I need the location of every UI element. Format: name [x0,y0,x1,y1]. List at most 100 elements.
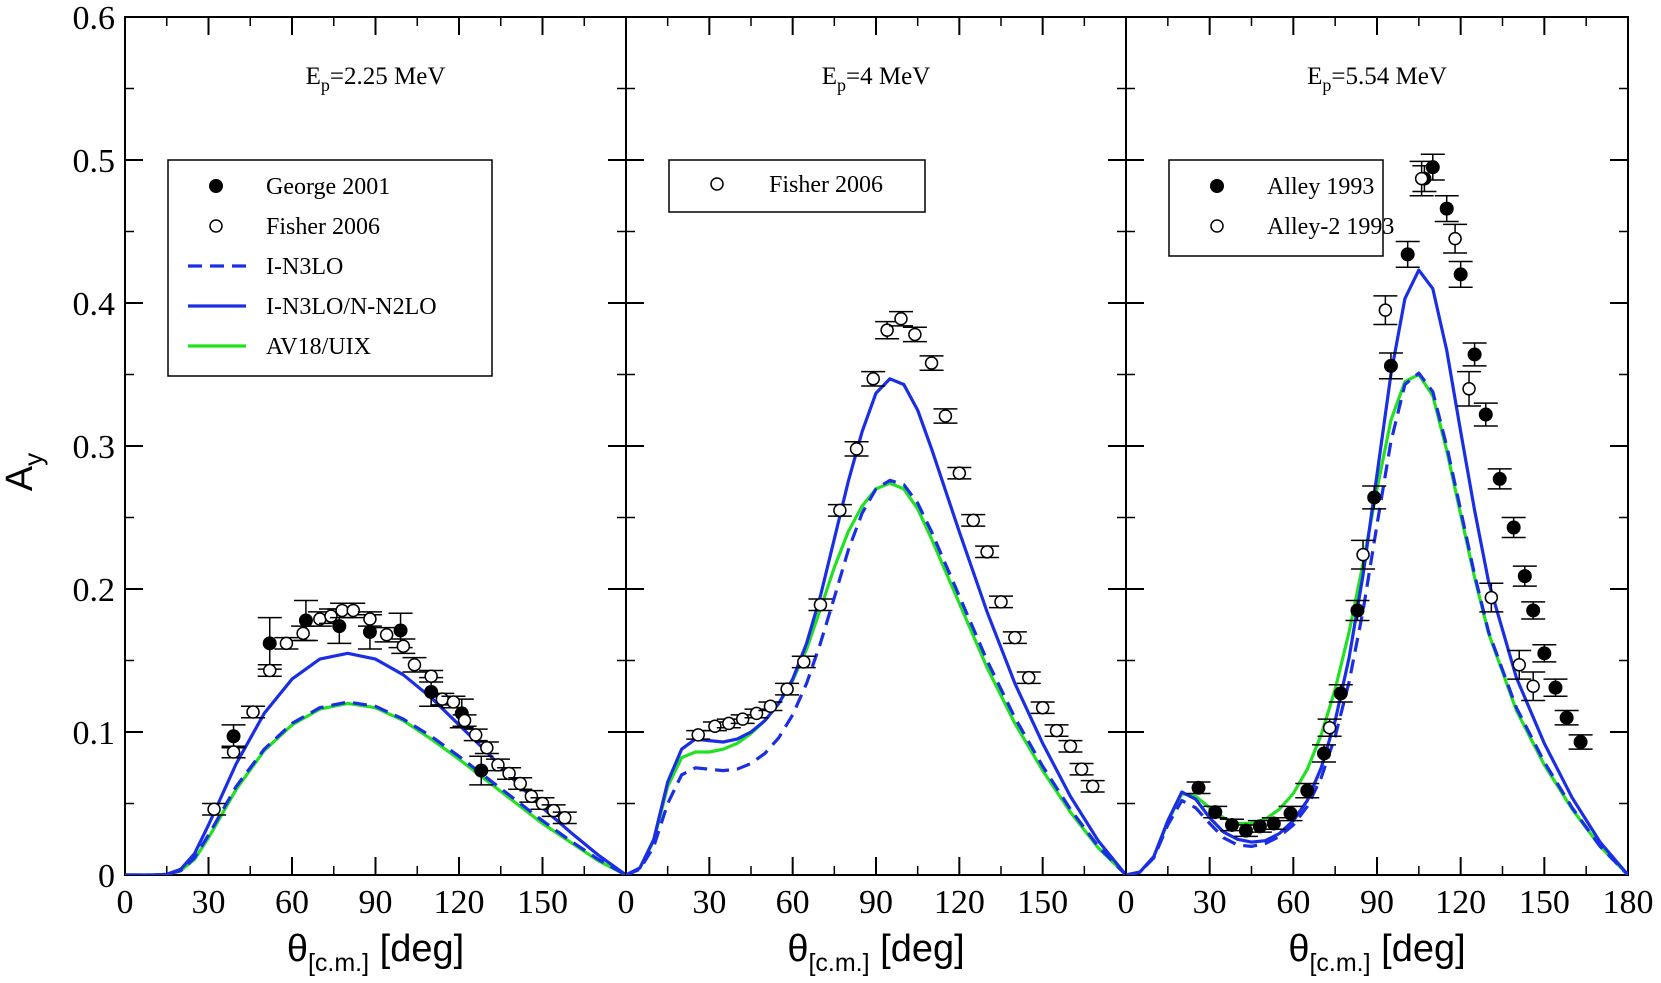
title-main: E [306,63,321,90]
data-point [919,355,944,371]
marker-open [468,728,483,742]
x-label-unit: [deg] [870,928,965,970]
panel-2: 0 30 60 90 120 150 θ[c.m.] [deg] Ep=4 MeV Fisher… [618,16,1127,977]
marker-open [1063,739,1078,754]
data-point [274,636,299,651]
marker-filled [362,624,377,639]
x-tick-label: 180 [1603,884,1654,921]
marker-open [279,636,294,651]
marker-open [480,740,494,755]
data-point [1568,734,1593,750]
y-tick-label: 0.5 [73,143,116,180]
marker-filled [1492,471,1507,486]
x-tick-label: 0 [1118,884,1135,921]
marker-open [1356,547,1370,562]
data-point [1543,678,1568,697]
marker-open [880,323,894,337]
marker-open [558,811,572,825]
marker-filled [262,636,277,651]
data-point [1278,805,1303,822]
y-tick-label: 0 [98,858,115,895]
marker-filled [1300,783,1315,798]
marker-open [708,719,722,734]
data-point [1378,352,1403,380]
x-label-sub: [c.m.] [808,949,869,977]
marker-open [546,803,561,818]
series-i-n3lo-n-n2lo [125,651,626,875]
data-point [291,625,316,642]
y-tick-label: 0.4 [73,286,116,323]
panels: 0 0.1 0.2 0.3 0.4 0.5 0.6 0 30 60 90 120 150 θ[c.m.] … [73,0,1654,977]
x-label-main: θ [787,928,808,970]
legend-label: I-N3LO [266,254,343,280]
marker-open [763,699,778,714]
x-tick-label: 30 [692,884,726,921]
data-point [875,320,900,340]
data-point [827,503,852,518]
series-i-n3lo-n-n2lo [626,377,1126,875]
legend: Fisher 2006 [668,159,926,213]
data-point [889,310,913,327]
marker-open [1322,720,1337,735]
marker-open [813,597,828,612]
marker-filled [1400,247,1415,262]
data-point [452,713,477,728]
marker-open [363,612,377,626]
marker-open [735,712,750,726]
marker-open [1526,679,1540,693]
marker-open [894,311,908,326]
panel-3: 0 30 60 90 120 150 180 θ[c.m.] [deg] Ep=5.54 MeV… [1118,16,1654,977]
data-point [1317,718,1342,738]
marker-filled [226,729,241,744]
marker-open [457,713,472,728]
series-av18-uix [1126,372,1628,875]
marker-open [938,409,953,423]
marker-filled [1383,358,1398,373]
title-sub: p [1322,75,1331,95]
marker-open [491,758,505,772]
data-point [1554,709,1579,726]
x-axis-label: θ[c.m.] [deg] [287,928,464,977]
x-tick-label: 120 [1435,884,1486,921]
data-point [1203,805,1228,820]
panel-title: Ep=4 MeV [822,63,931,95]
marker-open [797,655,811,669]
data-point [1395,240,1420,268]
marker-open [1414,171,1429,186]
marker-open [1085,779,1100,794]
y-label-sub: y [18,453,48,466]
data-point [1462,342,1487,367]
data-point [1443,223,1468,254]
data-point [1312,744,1337,763]
x-tick-label: 90 [1360,884,1394,921]
marker-open [226,745,241,759]
x-tick-label: 30 [1193,884,1227,921]
marker-filled [1283,806,1298,821]
data-point [1058,739,1083,754]
marker-open [435,692,450,706]
marker-filled [424,684,439,699]
data-point [1434,195,1459,223]
data-point [1521,671,1546,702]
marker-filled [1191,780,1206,795]
data-point [241,705,266,719]
title-sub: p [321,75,330,95]
legend-label: Fisher 2006 [769,172,883,198]
marker-open [396,639,411,653]
marker-open [1448,231,1462,246]
data-point [975,545,1000,559]
data-point [441,695,466,709]
data-point [947,466,972,480]
x-tick-label: 30 [192,884,226,921]
data-point [989,595,1013,609]
data-point [1487,468,1512,490]
data-point [775,682,800,696]
data-point [844,440,869,457]
marker-open [749,706,764,721]
series-i-n3lo [626,478,1126,875]
data-point [1186,780,1211,795]
marker-open [780,682,794,696]
marker-open [691,728,705,742]
marker-open [424,669,438,683]
data-point [961,513,986,528]
